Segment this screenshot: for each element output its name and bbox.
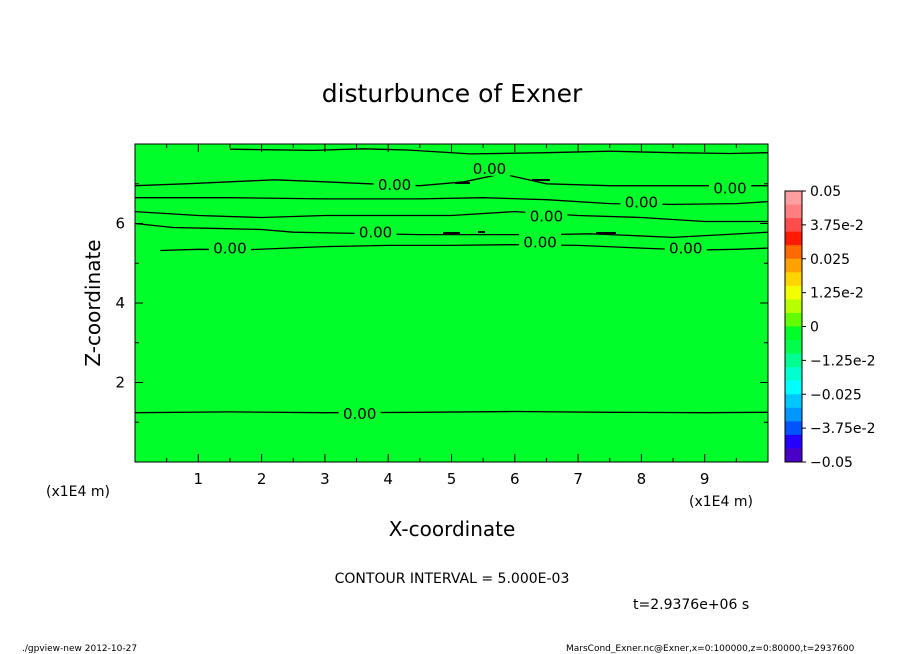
colorbar-label: −3.75e-2 — [810, 421, 875, 437]
contour-label: 0.00 — [343, 405, 376, 423]
colorbar-cell — [785, 218, 802, 233]
colorbar-cell — [785, 421, 802, 436]
y-tick-label: 4 — [115, 294, 125, 312]
contour-line — [134, 210, 768, 223]
x-tick-label: 6 — [510, 470, 520, 488]
y-axis-title: Z-coordinate — [81, 239, 105, 366]
contour-label: 0.00 — [473, 160, 506, 178]
colorbar-cell — [785, 245, 802, 260]
x-unit-label-right: (x1E4 m) — [689, 494, 753, 510]
contour-label: 0.00 — [359, 223, 392, 241]
colorbar-cells — [785, 191, 802, 463]
colorbar-label: 0 — [810, 320, 819, 336]
x-tick-label: 4 — [383, 470, 393, 488]
contour-line — [135, 197, 769, 206]
x-unit-label-left: (x1E4 m) — [46, 484, 110, 500]
colorbar-label: −0.05 — [810, 455, 853, 471]
contour-label-gap — [620, 192, 663, 210]
colorbar-cell — [785, 380, 802, 395]
colorbar-cell — [785, 394, 802, 409]
contour-label: 0.00 — [530, 208, 563, 226]
contour-label-gap — [525, 206, 568, 224]
contour-label-gap — [709, 178, 752, 196]
colorbar-labels: 0.05 3.75e-2 0.025 1.25e-2 0 −1.25e-2 −0.025 −3… — [802, 184, 875, 471]
colorbar-cell — [785, 191, 802, 206]
contour-label-gap — [664, 238, 707, 256]
contour-line — [134, 173, 768, 187]
contour-label-gap — [338, 404, 381, 422]
x-tick-label: 9 — [700, 470, 710, 488]
colorbar-cell — [785, 299, 802, 314]
plot-area: 0.00 0.00 0.00 0.00 0.00 0.00 0.00 0.00 0.00 0.00 — [134, 143, 769, 463]
colorbar-cell — [785, 204, 802, 219]
colorbar-cell — [785, 353, 802, 368]
colorbar-cell — [785, 231, 802, 246]
colorbar-label: −0.025 — [810, 387, 862, 403]
contour-label-gap — [519, 232, 562, 250]
colorbar-label: 0.025 — [810, 252, 850, 268]
contour-labels: 0.00 0.00 0.00 0.00 0.00 0.00 0.00 0.00 0.00 0.00 — [208, 158, 752, 423]
colorbar-cell — [785, 340, 802, 355]
contour-label-gap — [208, 238, 251, 256]
chart-title: disturbunce of Exner — [322, 79, 583, 108]
x-tick-label: 1 — [194, 470, 204, 488]
time-label: t=2.9376e+06 s — [633, 597, 749, 613]
colorbar-cell — [785, 407, 802, 422]
contour-label: 0.00 — [378, 176, 411, 194]
contour-label: 0.00 — [669, 239, 702, 257]
contour-line — [229, 148, 769, 155]
colorbar-cell — [785, 272, 802, 287]
colorbar-cell — [785, 326, 802, 341]
contour-label-gap — [354, 222, 397, 240]
contour-interval-text: CONTOUR INTERVAL = 5.000E-03 — [335, 571, 570, 587]
colorbar-cell — [785, 285, 802, 300]
x-tick-label: 5 — [447, 470, 457, 488]
colorbar-label: 1.25e-2 — [810, 286, 864, 302]
heatmap-field — [135, 144, 768, 462]
contour-label-gap — [468, 158, 511, 176]
colorbar: 0.05 3.75e-2 0.025 1.25e-2 0 −1.25e-2 −0.025 −3… — [784, 184, 875, 471]
x-tick-label: 2 — [257, 470, 267, 488]
colorbar-label: 0.05 — [810, 184, 841, 200]
footer-left: ./gpview-new 2012-10-27 — [22, 644, 137, 654]
x-tick-label: 7 — [573, 470, 583, 488]
y-axis: 2 4 6 — [115, 183, 768, 423]
colorbar-cell — [785, 258, 802, 273]
contour-label: 0.00 — [523, 233, 556, 251]
x-tick-label: 8 — [637, 470, 647, 488]
contour-line — [134, 410, 769, 414]
x-axis: 1 2 3 4 5 6 7 8 9 — [166, 144, 737, 488]
colorbar-label: 3.75e-2 — [810, 218, 864, 234]
small-features — [443, 179, 616, 234]
contour-label: 0.00 — [213, 239, 246, 257]
x-tick-label: 3 — [320, 470, 330, 488]
contour-label: 0.00 — [625, 194, 658, 212]
y-tick-label: 2 — [115, 374, 125, 392]
colorbar-cell — [785, 434, 802, 449]
x-axis-title: X-coordinate — [389, 517, 516, 541]
contour-label-gap — [373, 174, 416, 192]
y-tick-label: 6 — [115, 215, 125, 233]
contour-label: 0.00 — [713, 180, 746, 198]
colorbar-cell — [785, 448, 802, 463]
colorbar-cell — [785, 312, 802, 327]
footer-right: MarsCond_Exner.nc@Exner,x=0:100000,z=0:8… — [566, 644, 855, 654]
colorbar-cell — [785, 367, 802, 382]
contour-line — [134, 222, 769, 239]
colorbar-label: −1.25e-2 — [810, 353, 875, 369]
